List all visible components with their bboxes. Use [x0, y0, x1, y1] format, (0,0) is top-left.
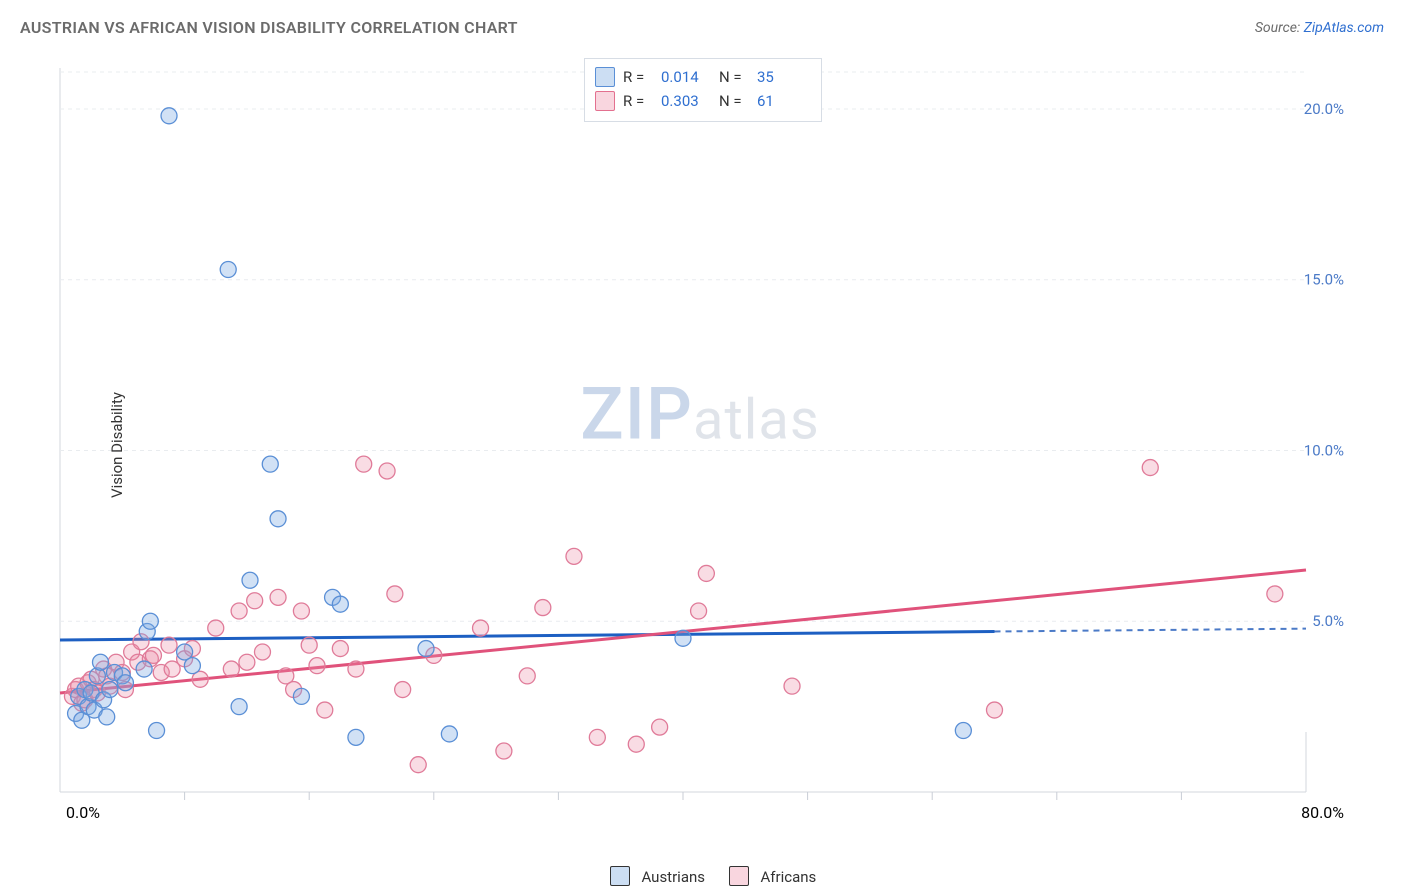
stats-r-label: R =	[623, 92, 653, 110]
chart-svg: 5.0% 10.0% 15.0% 20.0% 0.0% 80.0%	[50, 60, 1350, 830]
bottom-legend: Austrians Africans	[0, 866, 1406, 886]
stats-n-label: N =	[719, 68, 749, 86]
svg-text:15.0%: 15.0%	[1304, 271, 1344, 289]
source-name: ZipAtlas.com	[1304, 20, 1384, 36]
stats-n-a: 35	[757, 68, 807, 86]
svg-text:10.0%: 10.0%	[1304, 441, 1344, 459]
stats-r-label: R =	[623, 68, 653, 86]
svg-text:20.0%: 20.0%	[1304, 100, 1344, 118]
source-credit: Source: ZipAtlas.com	[1255, 20, 1384, 36]
y-axis-label: Vision Disability	[108, 392, 126, 498]
stats-row-a: R = 0.014 N = 35	[595, 65, 807, 89]
legend-swatch-austrians-icon	[610, 866, 630, 886]
stats-r-a: 0.014	[661, 68, 711, 86]
stats-n-b: 61	[757, 92, 807, 110]
svg-text:0.0%: 0.0%	[66, 803, 100, 822]
legend-label-austrians: Austrians	[641, 868, 705, 886]
chart-title: AUSTRIAN VS AFRICAN VISION DISABILITY CO…	[20, 18, 518, 37]
chart-plot: Vision Disability ZIPatlas 5.0%10.0%15.0…	[50, 60, 1350, 830]
swatch-austrians-icon	[595, 67, 615, 87]
stats-row-b: R = 0.303 N = 61	[595, 89, 807, 113]
legend-swatch-africans-icon	[729, 866, 749, 886]
svg-text:5.0%: 5.0%	[1312, 612, 1344, 630]
legend-label-africans: Africans	[760, 868, 816, 886]
svg-text:80.0%: 80.0%	[1301, 803, 1344, 822]
source-prefix: Source:	[1255, 20, 1304, 36]
stats-n-label: N =	[719, 92, 749, 110]
stats-legend: R = 0.014 N = 35 R = 0.303 N = 61	[584, 58, 822, 122]
stats-r-b: 0.303	[661, 92, 711, 110]
swatch-africans-icon	[595, 91, 615, 111]
